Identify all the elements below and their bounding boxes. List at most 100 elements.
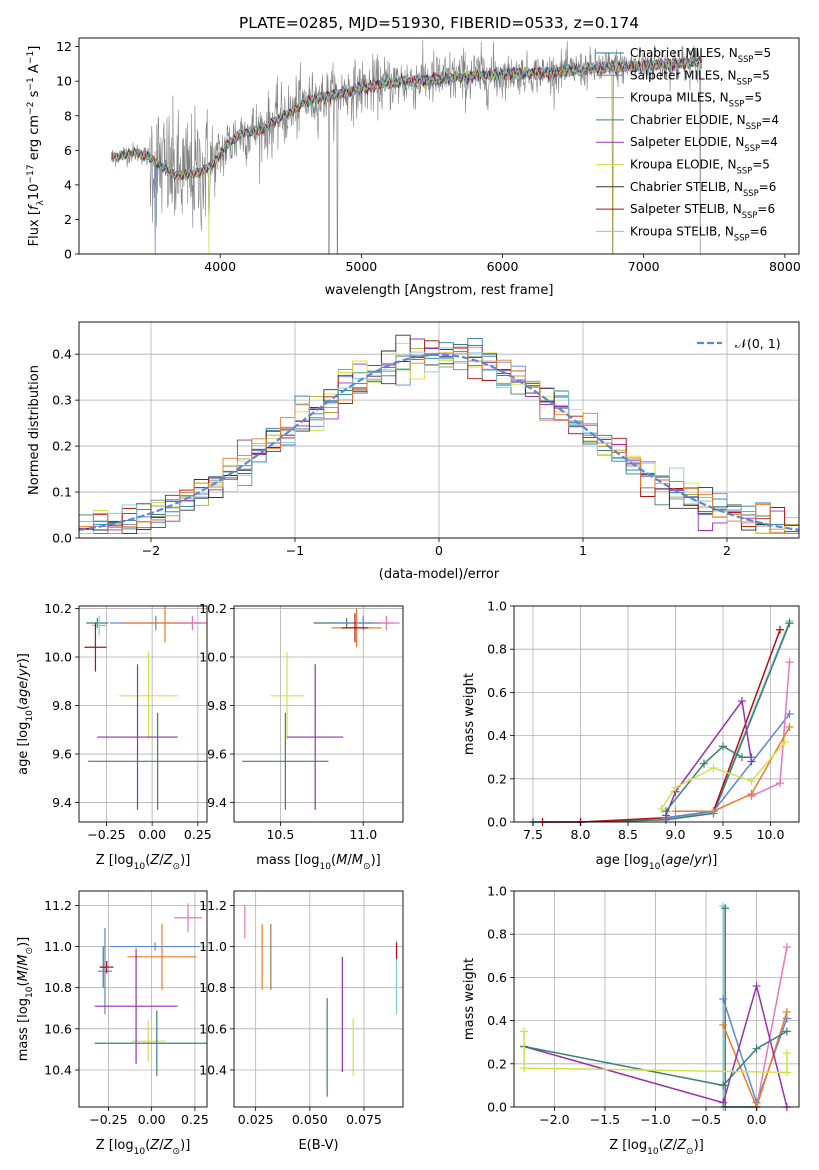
Z-vs-weight-ytick-label-3: 0.6 [487,970,507,985]
age-vs-weight-marker-7-3 [738,753,746,762]
age-vs-weight-series-2 [542,629,781,823]
legend-label-7: Salpeter STELIB, NSSP=6 [630,202,775,220]
Z-vs-mass-xtick-label-0: −0.25 [89,1112,127,1127]
age-vs-weight-marker-5-2 [747,789,756,798]
spectrum-ylabel: Flux [fλ10−17 erg cm−2 s−1 A−1] [26,46,46,247]
residuals-ylabel: Normed distribution [27,365,42,495]
Z-vs-weight-marker-2-0 [719,995,728,1003]
age-vs-weight-xtick-label-4: 9.5 [713,827,733,842]
spectrum-ytick-label-5: 10 [56,74,72,89]
age-vs-weight-marker-1-4 [785,619,794,628]
spectrum-xtick-label-2: 6000 [487,259,519,274]
Z-vs-age-ytick-label-2: 9.8 [52,698,72,713]
age-vs-weight-marker-8-0 [657,805,666,814]
spectrum-ytick-label-1: 2 [64,212,72,227]
age-vs-weight-ytick-label-0: 0.0 [487,815,507,830]
age-vs-weight-xlabel: age [log10(age/yr)] [596,853,718,872]
Z-vs-weight-xtick-label-0: −2.0 [539,1112,569,1127]
age-vs-weight-series-5 [675,726,791,812]
Z-vs-mass-ytick-label-4: 11.2 [44,898,72,913]
Z-vs-weight-ytick-label-1: 0.2 [487,1056,507,1071]
mass-vs-age-ytick-label-2: 9.8 [207,698,227,713]
Z-vs-weight-xtick-label-3: −0.5 [691,1112,721,1127]
residuals-ytick-label-1: 0.1 [52,485,72,500]
Z-vs-mass-point-8 [94,1010,207,1077]
spectrum-xtick-label-1: 5000 [345,259,377,274]
ebv-vs-mass-ytick-label-2: 10.8 [199,980,227,995]
legend-label-3: Chabrier ELODIE, NSSP=4 [630,113,779,131]
Z-vs-weight-marker-7-3 [782,1049,791,1057]
residuals-panel: −2 −1 0 1 2 0.0 0.1 0.2 0.3 0.4 (data-model)/error… [27,321,800,582]
Z-vs-weight-series-7 [523,1031,788,1074]
age-vs-weight-marker-4-1 [776,779,784,788]
spectrum-xlabel: wavelength [Angstrom, rest frame] [325,283,554,298]
Z-vs-age-xlabel: Z [log10(Z/Z⊙)] [96,853,191,872]
legend-label-4: Salpeter ELODIE, NSSP=4 [630,135,778,153]
Z-vs-age-ylabel: age [log10(age/yr)] [16,653,35,775]
ebv-vs-mass-ytick-label-0: 10.4 [199,1062,227,1077]
Z-vs-mass-xtick-label-1: 0.00 [138,1112,166,1127]
ebv-vs-mass-ytick-label-4: 11.2 [199,898,227,913]
Z-vs-age-panel: −0.25 0.00 0.25 9.4 9.6 9.8 10.0 10.2 Z [log10(Z… [16,601,212,872]
Z-vs-weight-marker-6-2 [752,1044,761,1053]
Z-vs-age-point-8 [88,712,207,810]
residuals-xtick-label-0: −2 [142,543,160,558]
Z-vs-mass-xtick-label-2: 0.25 [181,1112,209,1127]
Z-vs-age-point-6 [119,652,178,740]
Z-vs-mass-xlabel: Z [log10(Z/Z⊙)] [96,1138,191,1157]
residuals-xtick-label-2: 0 [435,543,443,558]
Z-vs-weight-panel: −2.0 −1.5 −1.0 −0.5 0.0 0.0 0.2 0.4 0.6 0.8 1.0 Z [… [462,884,800,1157]
Z-vs-weight-series-6 [523,1030,788,1087]
Z-vs-age-point-4 [84,622,107,672]
Z-vs-weight-series-3 [755,947,788,1108]
age-vs-weight-ytick-label-2: 0.4 [487,728,507,743]
mass-vs-age-point-4 [373,615,400,631]
ebv-vs-mass-xtick-label-2: 0.075 [346,1112,382,1127]
Z-vs-mass-ytick-label-2: 10.8 [44,980,72,995]
age-vs-weight-marker-7-4 [747,753,756,762]
age-vs-weight-frame [513,605,800,823]
age-vs-weight-ytick-label-4: 0.8 [487,642,507,657]
spectrum-xtick-label-4: 8000 [769,259,801,274]
age-vs-weight-marker-7-1 [700,759,708,768]
Z-vs-weight-marker-4-2 [782,1007,791,1016]
spectrum-ytick-label-6: 12 [56,39,72,54]
mass-vs-age-ytick-label-1: 9.6 [207,747,227,762]
Z-vs-mass-ytick-label-0: 10.4 [44,1062,72,1077]
Z-vs-age-point-5 [177,615,207,631]
mass-vs-age-point-3 [341,613,369,643]
Z-vs-mass-point-1 [98,928,112,1015]
Z-vs-weight-marker-6-1 [719,1081,728,1090]
age-vs-weight-marker-8-3 [747,776,756,785]
mass-vs-age-xlabel: mass [log10(M/M⊙)] [256,853,380,872]
age-vs-weight-marker-8-2 [709,764,718,772]
age-vs-weight-ylabel: mass weight [462,673,477,755]
spectrum-model-line-8 [111,57,702,181]
age-vs-weight-marker-7-0 [662,807,670,816]
Z-vs-mass-ytick-label-3: 11.0 [44,939,72,954]
spectrum-ytick-label-3: 6 [64,143,72,158]
ebv-vs-mass-xtick-label-0: 0.025 [238,1112,274,1127]
Z-vs-weight-marker-7-1 [520,1064,529,1073]
mass-vs-age-point-6 [287,664,344,810]
Z-vs-age-frame [78,605,208,823]
mass-vs-age-ytick-label-3: 10.0 [199,649,227,664]
age-vs-weight-panel: 7.5 8.0 8.5 9.0 9.5 10.0 0.0 0.2 0.4 0.6 0.8 1.0 age… [462,599,800,872]
Z-vs-age-point-0 [86,618,109,628]
spectrum-title: PLATE=0285, MJD=51930, FIBERID=0533, z=0… [239,14,639,32]
ebv-vs-mass-ytick-label-1: 10.6 [199,1021,227,1036]
age-vs-weight-marker-5-1 [709,807,718,816]
Z-vs-weight-ytick-label-5: 1.0 [487,884,507,899]
Z-vs-weight-marker-5-2 [752,982,761,991]
Z-vs-weight-ytick-label-2: 0.4 [487,1013,507,1028]
Z-vs-mass-point-7 [94,948,178,1064]
Z-vs-mass-point-2 [110,942,201,951]
age-vs-weight-marker-8-1 [671,783,680,792]
legend-label-6: Chabrier STELIB, NSSP=6 [630,180,776,198]
ebv-vs-mass-panel: 0.025 0.050 0.075 10.4 10.6 10.8 11.0 11.2 E(B-V… [199,890,404,1153]
age-vs-weight-marker-6-2 [738,697,746,706]
normal-legend-label: 𝒩(0, 1) [735,336,781,351]
Z-vs-age-xtick-label-1: 0.00 [138,827,166,842]
Z-vs-weight-marker-5-1 [719,1098,728,1107]
